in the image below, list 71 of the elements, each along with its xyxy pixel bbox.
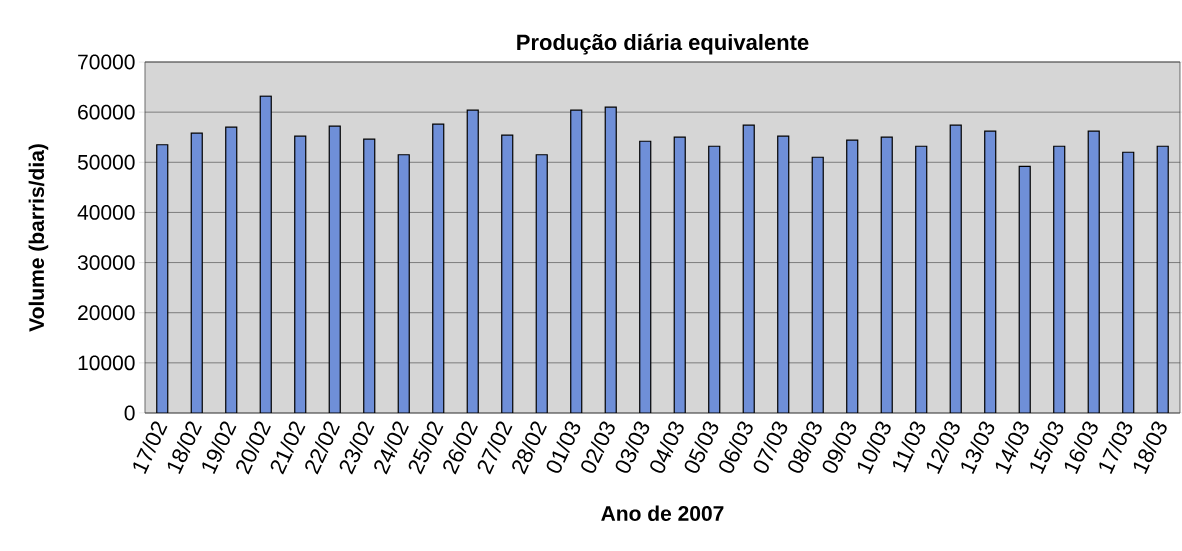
- y-tick-label: 40000: [77, 204, 135, 220]
- x-axis-title: Ano de 2007: [601, 505, 724, 521]
- x-tick-label: 09/03: [822, 421, 857, 473]
- bar: [466, 109, 479, 413]
- bar: [915, 145, 928, 413]
- y-tick-label: 30000: [77, 255, 135, 270]
- x-tick-label: 20/02: [236, 421, 271, 475]
- bar: [328, 125, 341, 413]
- bar: [501, 134, 514, 413]
- bar: [811, 156, 824, 413]
- x-tick-label: 06/03: [719, 421, 753, 473]
- bar: [570, 109, 583, 413]
- x-tick-label: 03/03: [615, 421, 650, 473]
- y-tick-label: 10000: [78, 355, 135, 371]
- bar: [1018, 165, 1031, 413]
- x-tick-label: 05/03: [684, 421, 719, 473]
- bar: [535, 154, 548, 413]
- x-tick-label: 11/03: [892, 421, 926, 473]
- bar: [1053, 145, 1066, 413]
- x-tick-label: 26/02: [443, 421, 478, 475]
- bar: [846, 139, 859, 413]
- bar: [363, 138, 376, 413]
- x-tick-label: 21/02: [270, 421, 306, 475]
- x-tick-label: 18/03: [1133, 421, 1167, 474]
- bar: [984, 130, 997, 413]
- x-tick-label: 18/02: [167, 421, 202, 474]
- bar: [639, 140, 652, 413]
- y-tick-label: 60000: [78, 104, 135, 120]
- x-tick-label: 28/02: [512, 421, 547, 475]
- chart-title: Produção diária equivalente: [517, 33, 809, 55]
- y-tick-label: 50000: [77, 154, 135, 170]
- bar: [156, 144, 169, 413]
- bar: [949, 124, 962, 413]
- bar: [777, 135, 790, 413]
- x-tick-label: 13/03: [961, 421, 995, 474]
- bar: [294, 135, 307, 413]
- y-axis-title: Volume (barris/dia): [28, 144, 49, 332]
- y-tick-label: 0: [124, 405, 135, 421]
- x-tick-label: 16/03: [1064, 421, 1098, 474]
- x-tick-label: 19/02: [202, 421, 237, 474]
- bar: [432, 123, 445, 413]
- x-tick-label: 08/03: [788, 421, 822, 473]
- x-tick-label: 24/02: [374, 421, 409, 475]
- x-tick-label: 01/03: [546, 421, 581, 473]
- bar: [397, 154, 410, 413]
- bar: [604, 106, 617, 413]
- x-tick-label: 10/03: [857, 421, 891, 474]
- bar: [1087, 130, 1100, 413]
- x-tick-label: 12/03: [926, 421, 960, 474]
- x-tick-label: 25/02: [408, 421, 444, 475]
- bar: [190, 132, 203, 413]
- y-tick-label: 70000: [78, 54, 135, 70]
- bar: [1122, 151, 1135, 413]
- bar: [225, 126, 238, 413]
- y-tick-label: 20000: [78, 305, 135, 321]
- x-tick-label: 17/02: [133, 421, 168, 474]
- x-tick-label: 02/03: [581, 421, 615, 473]
- x-tick-label: 22/02: [305, 421, 340, 475]
- x-tick-label: 04/03: [650, 421, 684, 473]
- bar: [259, 95, 272, 413]
- bar: [880, 136, 893, 413]
- bar: [708, 145, 721, 413]
- bar: [742, 124, 755, 413]
- x-tick-label: 15/03: [1030, 421, 1064, 474]
- x-tick-label: 27/02: [477, 421, 513, 475]
- x-tick-label: 07/03: [753, 421, 788, 473]
- x-tick-label: 14/03: [995, 421, 1029, 474]
- bar: [673, 136, 686, 413]
- x-tick-label: 17/03: [1099, 421, 1133, 474]
- bar: [1156, 145, 1169, 413]
- x-tick-label: 23/02: [339, 421, 375, 475]
